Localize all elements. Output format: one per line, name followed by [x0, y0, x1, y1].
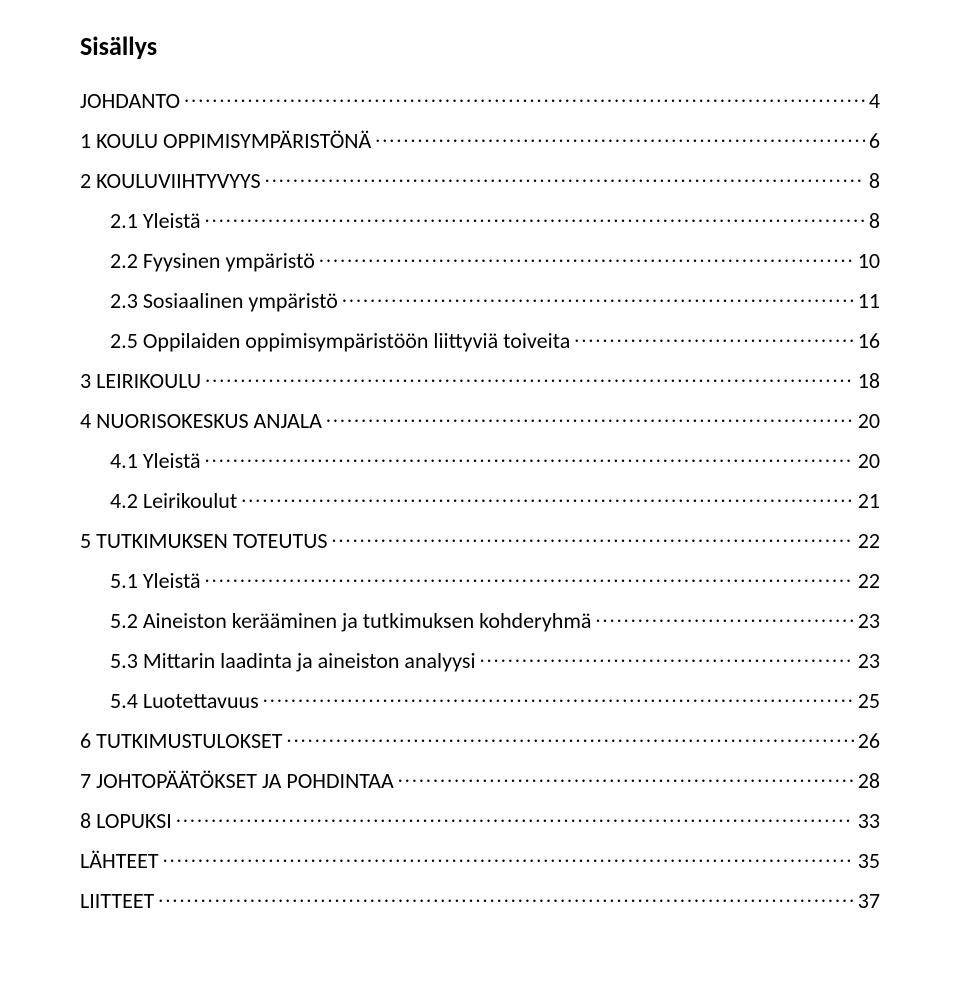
- toc-title: Sisällys: [80, 30, 880, 62]
- toc-leader-dots: [241, 486, 854, 508]
- toc-entry-page: 4: [869, 87, 880, 114]
- toc-entry-page: 33: [858, 807, 880, 834]
- toc-entry: 5.1 Yleistä 22: [80, 566, 880, 594]
- toc-leader-dots: [287, 726, 854, 748]
- toc-leader-dots: [205, 446, 854, 468]
- toc-entry-page: 23: [858, 607, 880, 634]
- toc-entry-label: LÄHTEET: [80, 847, 159, 874]
- toc-entry-page: 10: [858, 247, 880, 274]
- toc-leader-dots: [205, 366, 854, 388]
- toc-entry-label: 4 NUORISOKESKUS ANJALA: [80, 407, 322, 434]
- toc-entry: 5.3 Mittarin laadinta ja aineiston analy…: [80, 646, 880, 674]
- toc-entry: JOHDANTO 4: [80, 86, 880, 114]
- toc-entry-page: 37: [858, 887, 880, 914]
- toc-leader-dots: [331, 526, 853, 548]
- toc-entry: 2 KOULUVIIHTYVYYS 8: [80, 166, 880, 194]
- toc-leader-dots: [375, 126, 865, 148]
- toc-entry-label: 6 TUTKIMUSTULOKSET: [80, 727, 283, 754]
- toc-entry: 4.1 Yleistä 20: [80, 446, 880, 474]
- toc-entry: 2.5 Oppilaiden oppimisympäristöön liitty…: [80, 326, 880, 354]
- toc-entry-label: 4.1 Yleistä: [110, 447, 201, 474]
- toc-entry-page: 18: [858, 367, 880, 394]
- toc-leader-dots: [163, 846, 854, 868]
- toc-leader-dots: [319, 246, 854, 268]
- toc-entry-label: 2.2 Fyysinen ympäristö: [110, 247, 315, 274]
- toc-entry-page: 16: [858, 327, 880, 354]
- toc-leader-dots: [176, 806, 854, 828]
- toc-entry: LIITTEET 37: [80, 886, 880, 914]
- toc-leader-dots: [184, 86, 865, 108]
- toc-entry-page: 11: [858, 287, 880, 314]
- toc-entry-label: 3 LEIRIKOULU: [80, 367, 201, 394]
- toc-leader-dots: [326, 406, 854, 428]
- toc-entry: 4.2 Leirikoulut 21: [80, 486, 880, 514]
- toc-entry: LÄHTEET 35: [80, 846, 880, 874]
- toc-entry: 2.3 Sosiaalinen ympäristö 11: [80, 286, 880, 314]
- toc-entry: 2.1 Yleistä 8: [80, 206, 880, 234]
- toc-entry-label: 5.4 Luotettavuus: [110, 687, 259, 714]
- toc-entry-page: 20: [858, 407, 880, 434]
- toc-entry: 3 LEIRIKOULU 18: [80, 366, 880, 394]
- toc-entry-page: 25: [858, 687, 880, 714]
- document-page: Sisällys JOHDANTO 4 1 KOULU OPPIMISYMPÄRIS…: [0, 0, 960, 966]
- toc-leader-dots: [398, 766, 854, 788]
- toc-entry-page: 20: [858, 447, 880, 474]
- toc-list: JOHDANTO 4 1 KOULU OPPIMISYMPÄRISTÖNÄ 6 2 KO…: [80, 86, 880, 914]
- toc-entry-label: 5.2 Aineiston kerääminen ja tutkimuksen …: [110, 607, 591, 634]
- toc-entry-page: 28: [858, 767, 880, 794]
- toc-leader-dots: [158, 886, 853, 908]
- toc-entry-label: LIITTEET: [80, 887, 154, 914]
- toc-entry-label: 2.3 Sosiaalinen ympäristö: [110, 287, 338, 314]
- toc-leader-dots: [574, 326, 853, 348]
- toc-leader-dots: [263, 686, 854, 708]
- toc-entry-label: 2.1 Yleistä: [110, 207, 201, 234]
- toc-entry-label: 5 TUTKIMUKSEN TOTEUTUS: [80, 527, 327, 554]
- toc-leader-dots: [205, 566, 854, 588]
- toc-entry: 5.2 Aineiston kerääminen ja tutkimuksen …: [80, 606, 880, 634]
- toc-entry-label: 5.3 Mittarin laadinta ja aineiston analy…: [110, 647, 476, 674]
- toc-entry-label: 5.1 Yleistä: [110, 567, 201, 594]
- toc-leader-dots: [595, 606, 853, 628]
- toc-entry-page: 21: [858, 487, 880, 514]
- toc-entry-page: 8: [869, 207, 880, 234]
- toc-entry-label: 1 KOULU OPPIMISYMPÄRISTÖNÄ: [80, 127, 371, 154]
- toc-entry-page: 6: [869, 127, 880, 154]
- toc-entry-label: 7 JOHTOPÄÄTÖKSET JA POHDINTAA: [80, 767, 394, 794]
- toc-leader-dots: [480, 646, 854, 668]
- toc-entry-label: 4.2 Leirikoulut: [110, 487, 237, 514]
- toc-entry-page: 23: [858, 647, 880, 674]
- toc-leader-dots: [205, 206, 865, 228]
- toc-entry: 5 TUTKIMUKSEN TOTEUTUS 22: [80, 526, 880, 554]
- toc-entry: 8 LOPUKSI 33: [80, 806, 880, 834]
- toc-entry: 5.4 Luotettavuus 25: [80, 686, 880, 714]
- toc-leader-dots: [342, 286, 854, 308]
- toc-entry: 2.2 Fyysinen ympäristö 10: [80, 246, 880, 274]
- toc-entry-page: 22: [858, 527, 880, 554]
- toc-entry: 4 NUORISOKESKUS ANJALA 20: [80, 406, 880, 434]
- toc-entry: 7 JOHTOPÄÄTÖKSET JA POHDINTAA 28: [80, 766, 880, 794]
- toc-entry-label: 2.5 Oppilaiden oppimisympäristöön liitty…: [110, 327, 570, 354]
- toc-entry-page: 22: [858, 567, 880, 594]
- toc-entry-page: 26: [858, 727, 880, 754]
- toc-leader-dots: [265, 166, 865, 188]
- toc-entry-label: JOHDANTO: [80, 87, 180, 114]
- toc-entry-page: 35: [858, 847, 880, 874]
- toc-entry: 1 KOULU OPPIMISYMPÄRISTÖNÄ 6: [80, 126, 880, 154]
- toc-entry-label: 8 LOPUKSI: [80, 807, 172, 834]
- toc-entry: 6 TUTKIMUSTULOKSET 26: [80, 726, 880, 754]
- toc-entry-label: 2 KOULUVIIHTYVYYS: [80, 167, 261, 194]
- toc-entry-page: 8: [869, 167, 880, 194]
